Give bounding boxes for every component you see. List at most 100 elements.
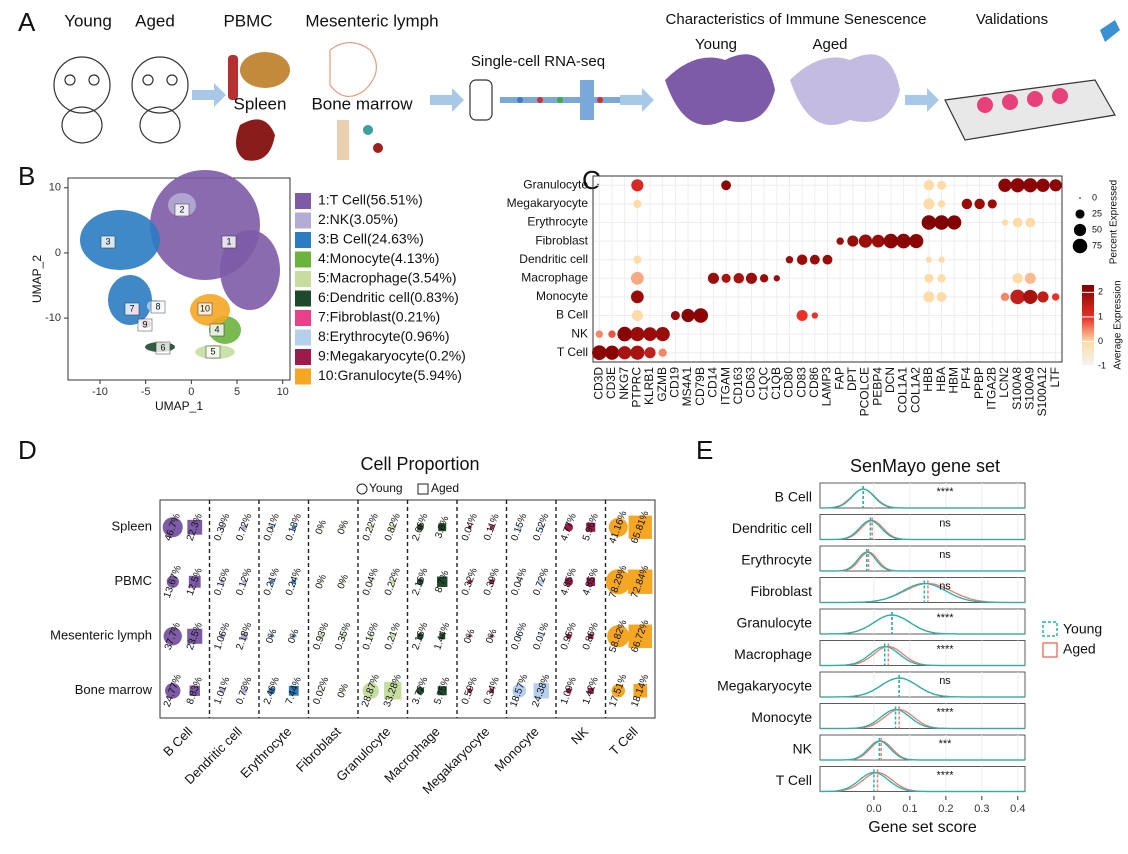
young-marker [564,523,573,532]
value-label: 0.21% [383,621,403,652]
gene-label: C1QB [769,367,783,400]
y-tick-label: -10 [45,312,61,324]
gene-label: CD3E [604,367,618,399]
illustration-label: Bone marrow [311,94,413,113]
expression-dot [608,330,616,338]
young-marker [163,627,182,646]
legend-title: Percent Expressed [1109,180,1120,265]
panel-letter: A [18,7,36,37]
expression-dot [923,291,935,303]
gene-label: CD83 [794,367,808,398]
expression-dot [1010,178,1025,193]
chart-title: Cell Proportion [360,454,479,474]
value-label: 8.7% [433,569,451,594]
cell-label: Macrophage [521,270,588,284]
expression-dot [796,254,808,265]
expression-dot [974,198,985,210]
aged-marker [341,525,345,529]
expression-dot [592,345,607,361]
row-label: NK [793,741,813,757]
value-label: 0.12% [234,566,254,597]
expression-dot [937,180,947,190]
value-label: 0.15% [509,512,529,543]
legend-label: 9:Megakaryocyte(0.2%) [318,348,466,364]
gene-label: CD80 [782,367,796,398]
significance: ns [939,675,951,687]
colorbar-step [1082,325,1094,329]
size-key [1072,238,1088,254]
young-marker [269,579,274,584]
plate [944,79,1116,141]
bead [557,97,563,103]
legend-label: 1:T Cell(56.51%) [318,192,423,208]
gene-label: S100A9 [1022,367,1036,410]
expression-dot [934,215,949,230]
intestine [329,41,377,97]
legend-swatch [295,310,311,326]
aged-marker [538,579,544,585]
expression-dot [811,312,818,319]
expression-dot [618,346,632,360]
eye [64,74,76,86]
row-label: Erythrocyte [741,552,812,568]
value-label: 0.52% [531,512,551,543]
young-marker [270,634,274,638]
size-key-label: 50 [1092,224,1102,234]
cluster-label: 10 [200,303,210,313]
value-label: 0.01% [262,512,282,543]
colorbar-step [1082,333,1094,337]
cell-label: Megakaryocyte [507,196,589,210]
x-axis-label: UMAP_1 [155,399,203,413]
well [977,97,993,113]
legend-label: 4:Monocyte(4.13%) [318,250,439,266]
column-label: T Cell [606,724,641,759]
row-label: Spleen [112,519,152,534]
young-marker [467,579,472,584]
colorbar-label: 0 [1098,336,1103,346]
x-tick-label: -10 [92,386,108,398]
gene-label: CD19 [668,367,682,398]
cluster-label-box [137,318,153,332]
expression-dot [1025,217,1036,228]
gene-label: CD79B [693,367,707,406]
gene-label: PF4 [959,367,973,389]
value-label: 0.73% [234,675,254,706]
gene-label: CD63 [744,367,758,398]
gene-label: COL1A2 [908,367,922,413]
expression-dot [1024,272,1036,284]
value-label: 0.22% [361,512,381,543]
aged-marker [438,523,447,532]
gene-label: MS4A1 [680,367,694,407]
value-label: 12.5% [185,566,205,597]
aged-marker [292,634,296,638]
cluster-label-box [209,323,225,337]
panel-letter: B [18,161,35,191]
aged-marker [384,682,402,700]
row-label: Mesenteric lymph [50,628,152,643]
column-label: Monocyte [491,724,541,774]
value-label: 13.67% [162,564,184,600]
aged-marker [187,519,203,535]
cell-label: T Cell [557,345,588,359]
colorbar-step [1082,319,1094,322]
value-label: 0.21% [262,566,282,597]
legend-swatch [295,212,311,229]
colorbar-step [1082,317,1094,320]
significance: ns [939,580,951,592]
colorbar-step [1082,285,1094,288]
expression-dot [658,348,667,357]
aged-marker [242,579,247,584]
legend-label: Young [1063,621,1102,637]
value-label: 1.09% [559,675,579,706]
colorbar-step [1082,299,1094,302]
colorbar-step [1082,287,1094,290]
value-label: 0.34% [482,675,502,706]
cell-label: NK [571,326,588,340]
expression-dot [644,347,656,359]
young-marker [467,688,473,694]
y-tick-label: 10 [49,182,61,194]
colorbar-step [1082,361,1094,365]
row-label: Bone marrow [75,682,153,697]
young-marker [517,580,521,584]
legend-symbol [356,483,368,495]
